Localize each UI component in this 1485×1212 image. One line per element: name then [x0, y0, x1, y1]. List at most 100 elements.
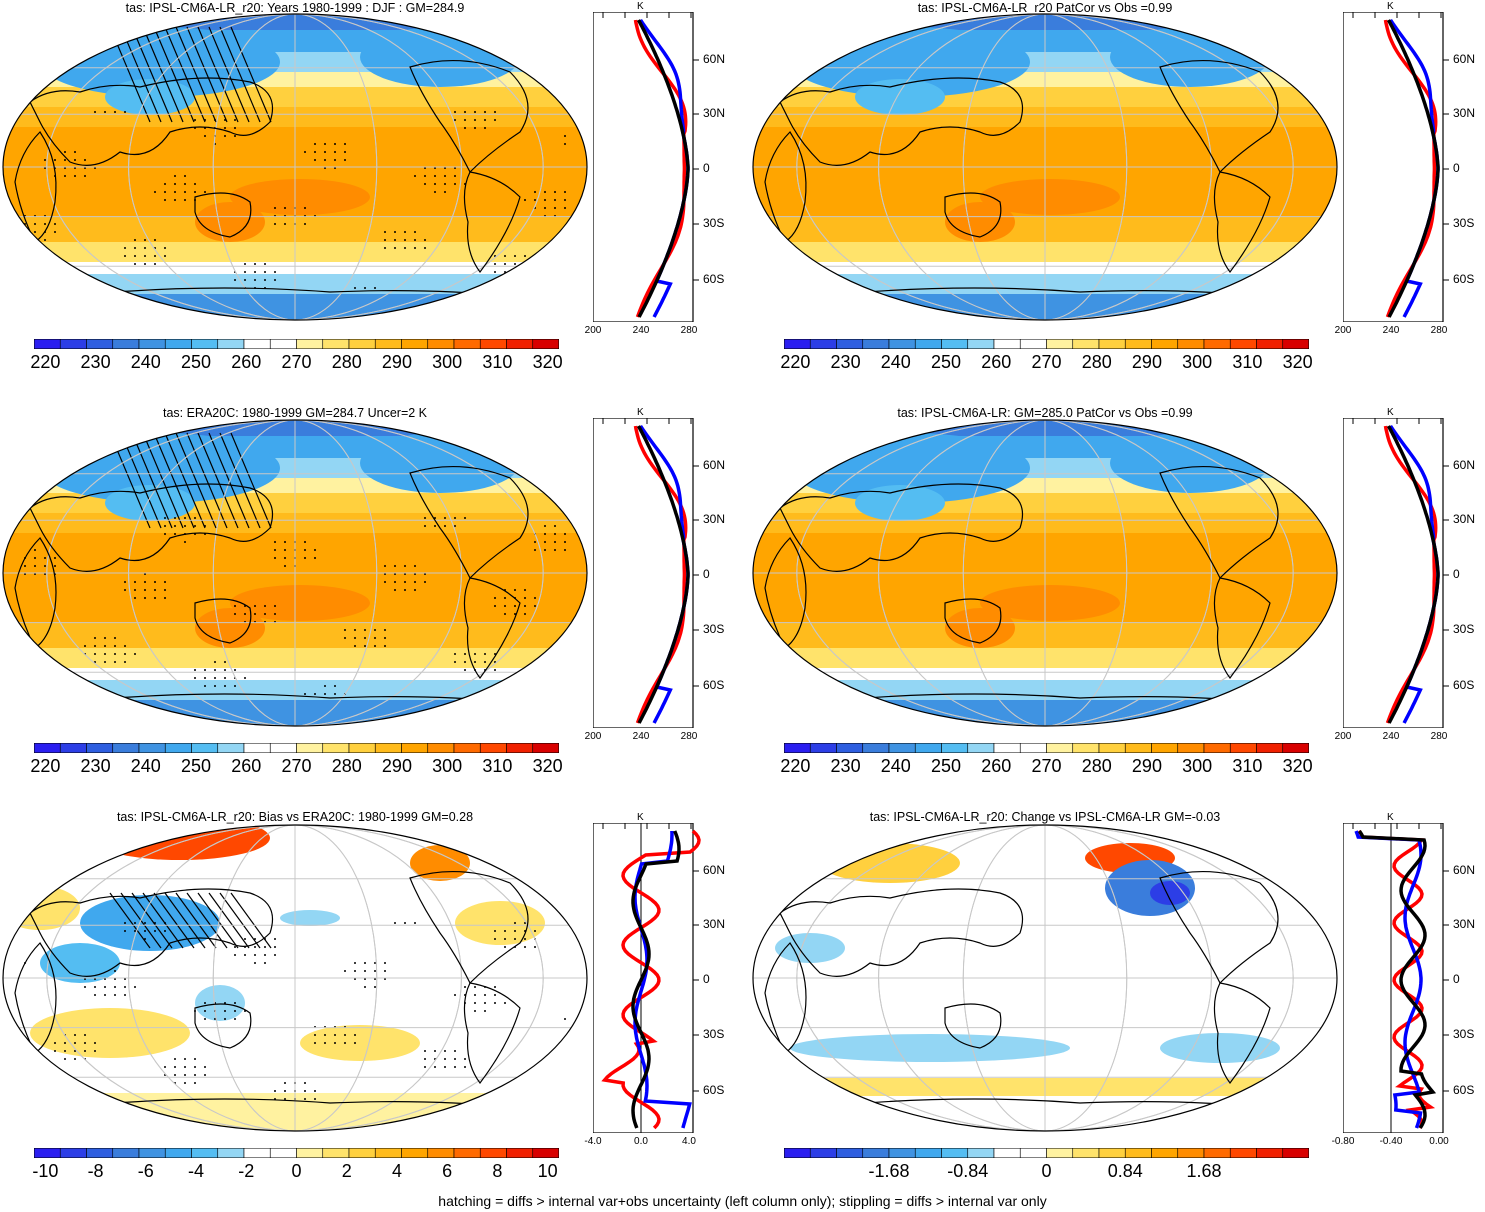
colorbar-label: -0.84: [947, 1161, 989, 1181]
colorbar-label: 300: [432, 352, 463, 372]
colorbar-label: 280: [1081, 756, 1112, 776]
colorbar-swatch: [914, 743, 942, 753]
coastline-eurasia: [29, 483, 274, 572]
coastline-south-america: [1213, 577, 1271, 680]
coastline-south-america: [1213, 171, 1271, 274]
colorbar-label: 310: [482, 352, 513, 372]
map-border: [752, 824, 1338, 1132]
colorbar-swatch: [1256, 743, 1284, 753]
colorbar-swatch: [506, 1148, 534, 1158]
colorbar-swatch: [993, 339, 1021, 349]
colorbar-swatch: [348, 1148, 376, 1158]
colorbar-swatch: [34, 743, 61, 753]
colorbar-label: 290: [1131, 756, 1162, 776]
lat-label: 60N: [703, 458, 726, 472]
profile-x-tick: 0.0: [634, 1136, 648, 1147]
lat-label: 30S: [703, 622, 725, 636]
profile-x-tick: 200: [1334, 731, 1352, 742]
profile-frame: [593, 12, 694, 322]
lat-label: 60S: [1453, 1083, 1475, 1097]
colorbar-swatch: [1046, 339, 1074, 349]
colorbar-swatch: [217, 339, 245, 349]
cold-region-america: [360, 27, 520, 87]
colorbar-swatch: [506, 743, 534, 753]
panel-5-title: tas: IPSL-CM6A-LR_r20: Bias vs ERA20C: 1…: [116, 810, 474, 824]
cold-bias-asia: [80, 895, 220, 951]
colorbar-label: 270: [281, 352, 312, 372]
colorbar-label: -4: [188, 1161, 205, 1181]
colorbar-label: 320: [1282, 352, 1313, 372]
profile-x-tick: -0.40: [1379, 1136, 1403, 1147]
colorbar-6: [784, 1148, 1309, 1158]
warm-australia: [945, 202, 1015, 242]
lat-label: 30N: [703, 512, 726, 526]
profile-x-tick: 200: [584, 731, 602, 742]
colorbar-swatch: [59, 339, 87, 349]
colorbar-swatch: [1046, 743, 1074, 753]
lat-label: 30N: [703, 106, 726, 120]
profile-x-tick: 4.0: [682, 1136, 696, 1147]
profile-x-tick: 280: [1430, 731, 1448, 742]
lat-label: 60S: [1453, 678, 1475, 692]
map-field: [753, 825, 1337, 1131]
colorbar-swatch: [138, 1148, 166, 1158]
cold-region-tibet: [855, 485, 945, 521]
colorbar-swatch: [1072, 1148, 1100, 1158]
colorbar-3: [34, 743, 559, 753]
lat-label: 30S: [703, 1027, 725, 1041]
colorbar-label: 290: [381, 352, 412, 372]
colorbar-label: 280: [331, 352, 362, 372]
colorbar-swatch: [86, 1148, 114, 1158]
graticule: [753, 420, 1337, 726]
profile-x-tick: 280: [1430, 325, 1448, 336]
lat-label: 0: [1453, 567, 1460, 581]
lat-label: 0: [703, 972, 710, 986]
graticule: [3, 825, 587, 1131]
colorbar-label: 250: [931, 756, 962, 776]
lat-label: 60N: [1453, 52, 1476, 66]
profile-5: [593, 823, 701, 1133]
colorbar-swatch: [993, 1148, 1021, 1158]
colorbar-label: 240: [880, 756, 911, 776]
colorbar-label: 220: [30, 756, 61, 776]
profile-x-tick: 280: [680, 731, 698, 742]
colorbar-swatch: [453, 743, 481, 753]
colorbar-swatch: [993, 743, 1021, 753]
map-1: [2, 13, 588, 321]
profile-x-tick: 200: [1334, 325, 1352, 336]
colorbar-swatch: [322, 1148, 350, 1158]
colorbar-swatch: [243, 1148, 271, 1158]
colorbar-swatch: [296, 1148, 324, 1158]
map-field: [753, 420, 1337, 726]
colorbar-label: 300: [1182, 756, 1213, 776]
colorbar-swatch: [836, 1148, 864, 1158]
colorbar-swatch: [138, 743, 166, 753]
colorbar-swatch: [1019, 743, 1047, 753]
profile-x-tick: -0.80: [1331, 1136, 1355, 1147]
profile-line-blue: [1354, 830, 1423, 1129]
graticule: [753, 825, 1337, 1131]
colorbar-swatch: [1256, 339, 1284, 349]
stippling: [24, 922, 566, 1100]
colorbar-swatch: [532, 743, 559, 753]
lat-label: 30S: [703, 216, 725, 230]
lat-label: 0: [703, 161, 710, 175]
lat-label: 30S: [1453, 1027, 1475, 1041]
colorbar-swatch: [112, 339, 140, 349]
lat-label: 60S: [1453, 272, 1475, 286]
warm-pool: [980, 585, 1120, 621]
colorbar-label: 8: [492, 1161, 503, 1181]
colorbar-swatch: [479, 1148, 507, 1158]
colorbar-swatch: [401, 743, 429, 753]
profile-1: [593, 12, 699, 322]
colorbar-swatch: [784, 1148, 811, 1158]
profile-x-tick: 200: [584, 325, 602, 336]
colorbar-swatch: [967, 743, 995, 753]
coastline-north-america: [409, 465, 529, 580]
graticule: [3, 14, 587, 320]
colorbar-label: 260: [981, 352, 1012, 372]
colorbar-swatch: [427, 1148, 455, 1158]
colorbar-label: 260: [981, 756, 1012, 776]
profile-line-black: [1386, 19, 1440, 318]
lat-label: 60N: [703, 863, 726, 877]
